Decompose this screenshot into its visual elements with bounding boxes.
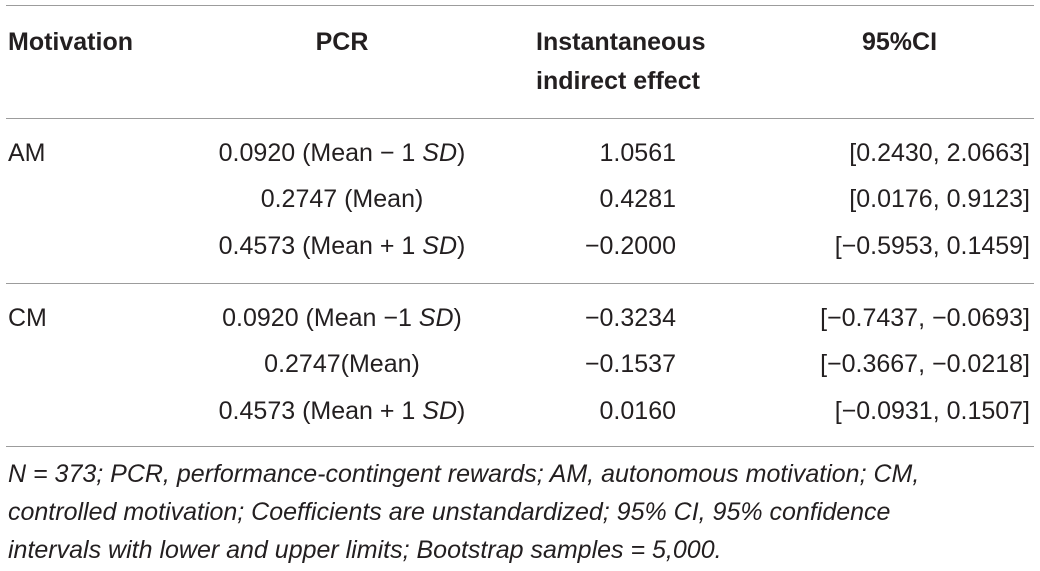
- ci-cell: [−0.7437, −0.0693]: [820, 304, 1030, 332]
- header-rule: [6, 118, 1034, 119]
- header-pcr: PCR: [315, 28, 369, 56]
- header-effect-line1: Instantaneous: [536, 28, 706, 56]
- top-rule: [6, 5, 1034, 6]
- header-motivation: Motivation: [8, 28, 133, 56]
- ci-cell: [0.2430, 2.0663]: [849, 139, 1030, 167]
- ci-cell: [0.0176, 0.9123]: [849, 185, 1030, 213]
- group-rule: [6, 283, 1034, 284]
- header-effect-line2: indirect effect: [536, 67, 700, 95]
- effect-cell: −0.2000: [584, 232, 676, 260]
- effect-cell: 0.0160: [599, 397, 676, 425]
- table-footnote: N = 373; PCR, performance-contingent rew…: [8, 455, 1034, 569]
- header-ci: 95%CI: [862, 28, 938, 56]
- effect-cell: −0.3234: [584, 304, 676, 332]
- pcr-cell: 0.4573 (Mean + 1 SD): [218, 232, 466, 260]
- group-label-cm: CM: [8, 304, 47, 332]
- ci-cell: [−0.5953, 0.1459]: [834, 232, 1030, 260]
- footnote-line: controlled motivation; Coefficients are …: [8, 498, 891, 526]
- footnote-line: intervals with lower and upper limits; B…: [8, 536, 722, 564]
- pcr-cell: 0.0920 (Mean −1 SD): [222, 304, 462, 332]
- group-label-am: AM: [8, 139, 46, 167]
- effect-cell: 0.4281: [599, 185, 676, 213]
- ci-cell: [−0.0931, 0.1507]: [834, 397, 1030, 425]
- bottom-rule: [6, 446, 1034, 447]
- footnote-line: N = 373; PCR, performance-contingent rew…: [8, 460, 920, 488]
- effect-cell: −0.1537: [584, 350, 676, 378]
- pcr-cell: 0.0920 (Mean − 1 SD): [218, 139, 466, 167]
- ci-cell: [−0.3667, −0.0218]: [820, 350, 1030, 378]
- pcr-cell: 0.2747 (Mean): [260, 185, 424, 213]
- effect-cell: 1.0561: [599, 139, 676, 167]
- pcr-cell: 0.2747(Mean): [264, 350, 420, 378]
- pcr-cell: 0.4573 (Mean + 1 SD): [218, 397, 466, 425]
